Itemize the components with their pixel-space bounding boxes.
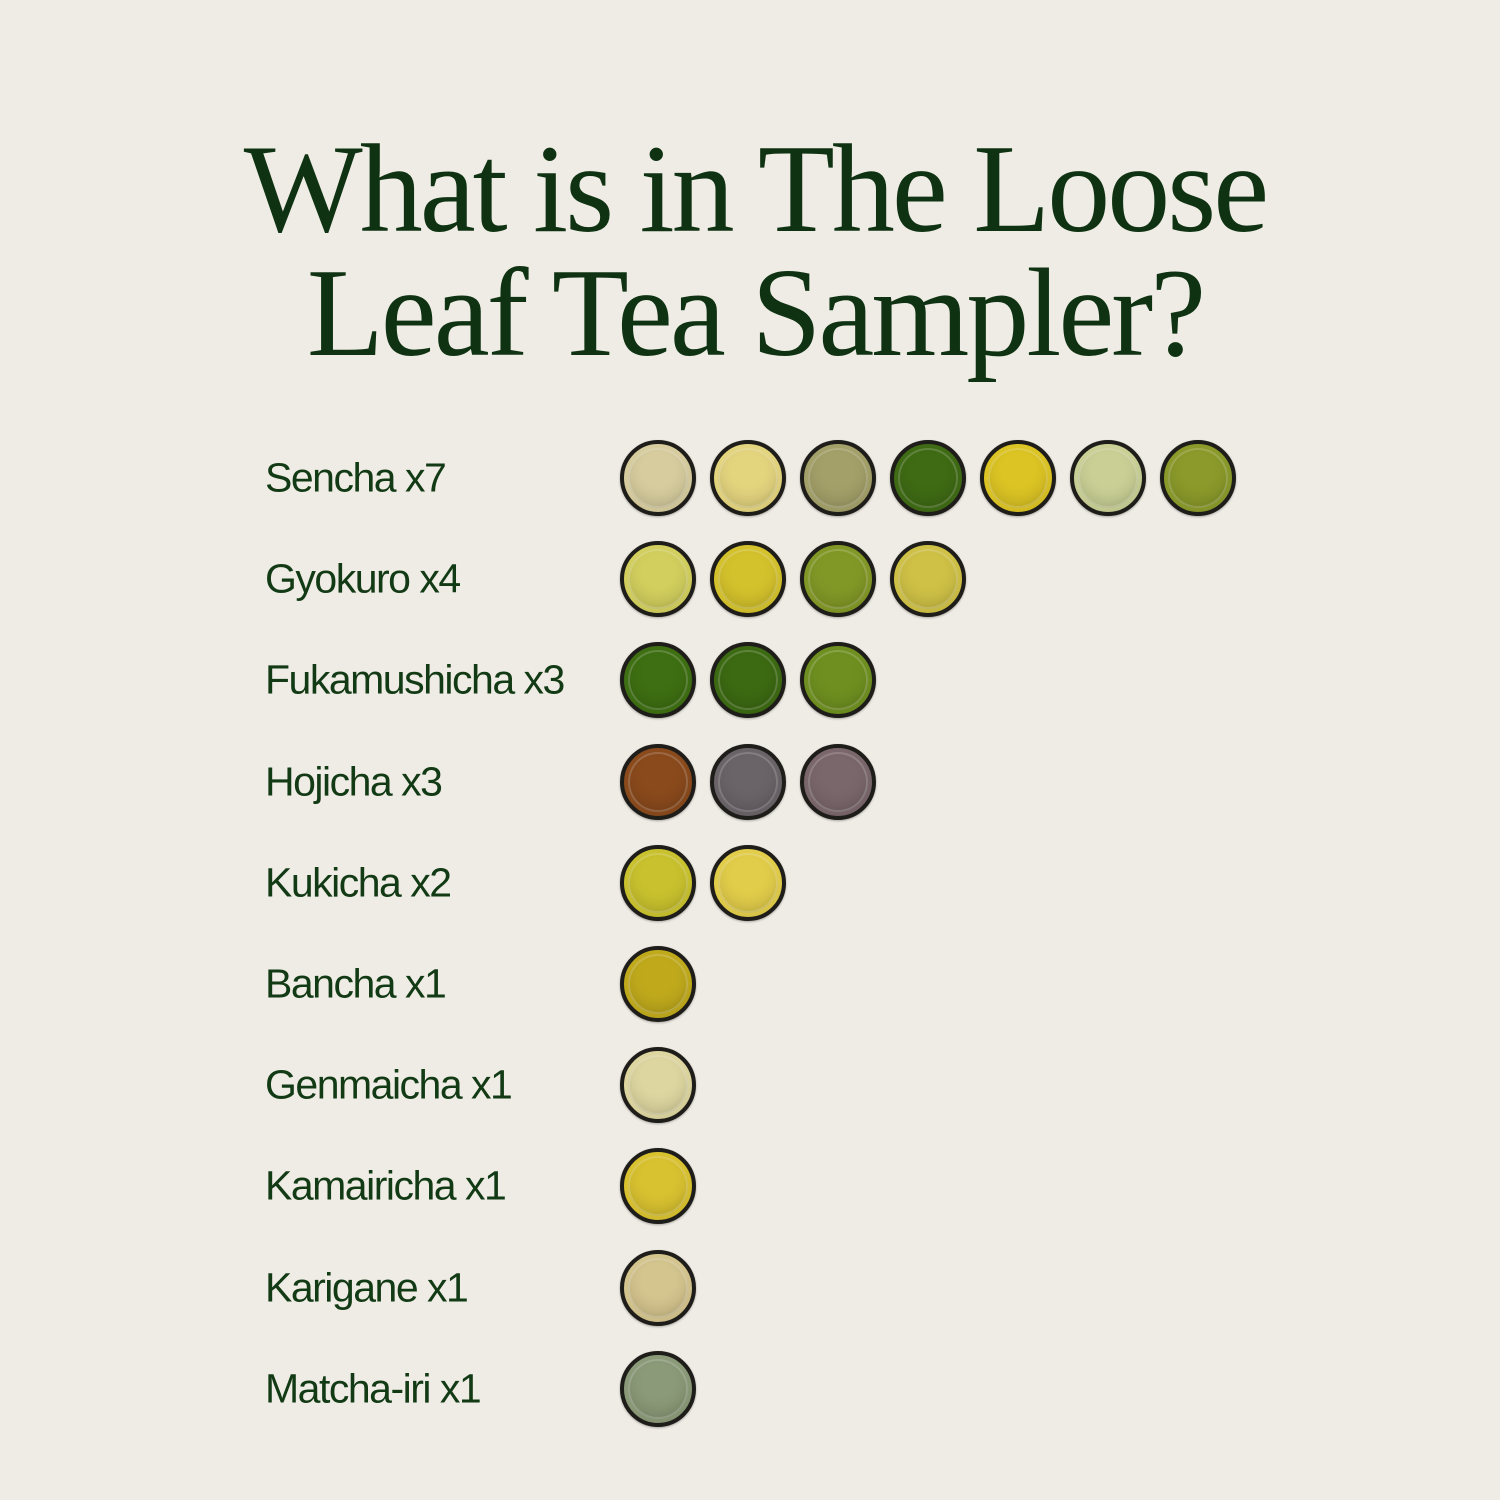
tea-cup-icon <box>620 946 696 1022</box>
tea-cup-icon <box>620 642 696 719</box>
tea-row-sencha: Sencha x7 <box>0 438 1500 518</box>
tea-cup-icon <box>710 642 786 719</box>
tea-cup-icon <box>620 1249 696 1326</box>
tea-cup-icon <box>710 844 786 921</box>
tea-row-matcha-iri: Matcha-iri x1 <box>0 1349 1500 1429</box>
tea-label: Genmaicha x1 <box>265 1061 513 1108</box>
tea-row-karigane: Karigane x1 <box>0 1248 1500 1328</box>
tea-label: Gyokuro x4 <box>265 555 461 602</box>
tea-cup-icon <box>620 440 696 516</box>
tea-cup-icon <box>620 844 696 921</box>
tea-cup-icon <box>620 1148 696 1225</box>
tea-cup-icon <box>1070 440 1146 516</box>
tea-cup-icon <box>800 541 876 618</box>
tea-cup-icon <box>980 440 1056 516</box>
page-title: What is in The Loose Leaf Tea Sampler? <box>0 120 1500 383</box>
tea-label: Kamairicha x1 <box>265 1162 507 1209</box>
tea-label: Fukamushicha x3 <box>265 656 565 703</box>
tea-cup-icon <box>710 743 786 820</box>
title-line-2: Leaf Tea Sampler? <box>306 244 1206 383</box>
tea-label: Hojicha x3 <box>265 758 443 805</box>
tea-label: Kukicha x2 <box>265 859 452 906</box>
title-line-1: What is in The Loose <box>243 120 1269 259</box>
tea-label: Karigane x1 <box>265 1264 469 1311</box>
tea-row-gyokuro: Gyokuro x4 <box>0 539 1500 619</box>
tea-cup-icon <box>620 541 696 618</box>
tea-cup-icon <box>890 440 966 516</box>
tea-cup-icon <box>710 440 786 516</box>
tea-row-fukamushicha: Fukamushicha x3 <box>0 640 1500 720</box>
tea-row-hojicha: Hojicha x3 <box>0 742 1500 822</box>
tea-cup-icon <box>620 1047 696 1124</box>
tea-label: Bancha x1 <box>265 960 447 1007</box>
tea-row-kamairicha: Kamairicha x1 <box>0 1146 1500 1226</box>
tea-cup-icon <box>620 1350 696 1427</box>
tea-cup-icon <box>800 642 876 719</box>
tea-label: Sencha x7 <box>265 454 447 501</box>
tea-cup-icon <box>800 743 876 820</box>
tea-cup-icon <box>620 743 696 820</box>
tea-row-bancha: Bancha x1 <box>0 944 1500 1024</box>
tea-label: Matcha-iri x1 <box>265 1365 482 1412</box>
tea-cup-icon <box>1160 440 1236 516</box>
tea-cup-icon <box>800 440 876 516</box>
tea-cup-icon <box>890 541 966 618</box>
tea-row-genmaicha: Genmaicha x1 <box>0 1045 1500 1125</box>
tea-cup-icon <box>710 541 786 618</box>
tea-row-kukicha: Kukicha x2 <box>0 843 1500 923</box>
